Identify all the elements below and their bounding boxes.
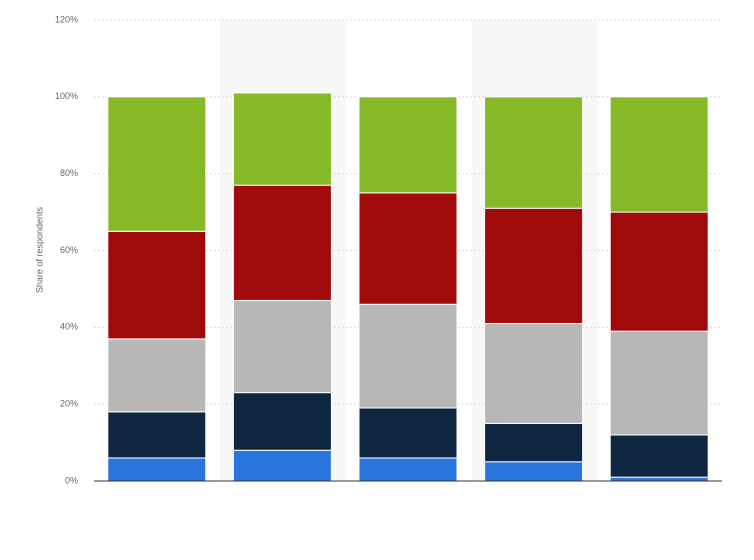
- bar-segment: [232, 299, 332, 394]
- bar-segment: [484, 207, 584, 324]
- bar-segment: [107, 411, 207, 459]
- y-tick-label: 20%: [60, 399, 78, 409]
- y-tick-label: 120%: [55, 14, 78, 24]
- bar-segment: [609, 211, 709, 332]
- bar-segment: [358, 96, 458, 194]
- bar-segment: [609, 96, 709, 213]
- y-tick-label: 100%: [55, 91, 78, 101]
- bar-segment: [484, 461, 584, 482]
- bar-segment: [358, 303, 458, 409]
- y-tick-label: 80%: [60, 168, 78, 178]
- bar-segment: [609, 434, 709, 478]
- bar-segment: [107, 457, 207, 482]
- bar-segment: [232, 392, 332, 451]
- bar-segment: [358, 407, 458, 459]
- bar-segment: [609, 476, 709, 482]
- bar-segment: [232, 449, 332, 482]
- bar-segment: [107, 230, 207, 340]
- bar-segment: [484, 422, 584, 463]
- y-axis-label: Share of respondents: [34, 206, 44, 293]
- bar-segment: [232, 92, 332, 186]
- y-tick-label: 60%: [60, 245, 78, 255]
- bar-segment: [107, 338, 207, 413]
- bar-segment: [107, 96, 207, 232]
- y-tick-label: 0%: [65, 475, 78, 485]
- bar-segment: [232, 184, 332, 301]
- bar-segment: [609, 330, 709, 436]
- y-tick-label: 40%: [60, 322, 78, 332]
- bar-segment: [484, 96, 584, 209]
- bar-segment: [358, 192, 458, 305]
- bar-segment: [358, 457, 458, 482]
- bar-segment: [484, 322, 584, 424]
